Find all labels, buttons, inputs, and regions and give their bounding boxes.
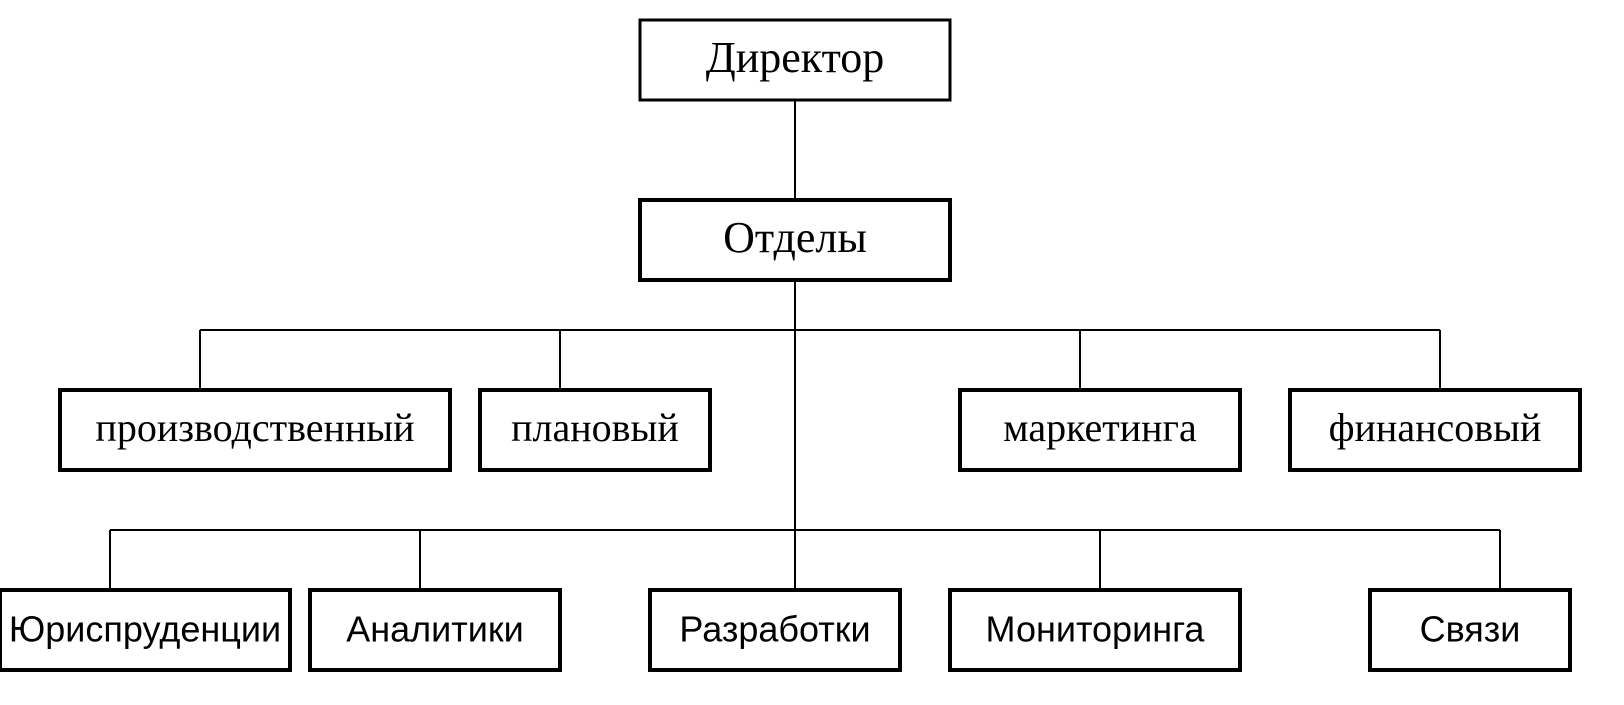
node-label-r2c4: Мониторинга xyxy=(986,609,1206,650)
node-label-director: Директор xyxy=(706,33,885,82)
node-label-r2c2: Аналитики xyxy=(346,609,524,650)
node-label-r2c5: Связи xyxy=(1420,609,1521,650)
node-label-r1c2: плановый xyxy=(511,405,679,450)
node-label-r2c3: Разработки xyxy=(679,609,870,650)
node-label-r1c3: маркетинга xyxy=(1003,405,1197,450)
node-label-r2c1: Юриспруденции xyxy=(9,609,281,650)
node-label-departments: Отделы xyxy=(723,213,867,262)
org-chart: Директор Отделы производственный плановый ма… xyxy=(0,0,1624,705)
node-label-r1c1: производственный xyxy=(95,405,414,450)
node-label-r1c4: финансовый xyxy=(1329,405,1542,450)
